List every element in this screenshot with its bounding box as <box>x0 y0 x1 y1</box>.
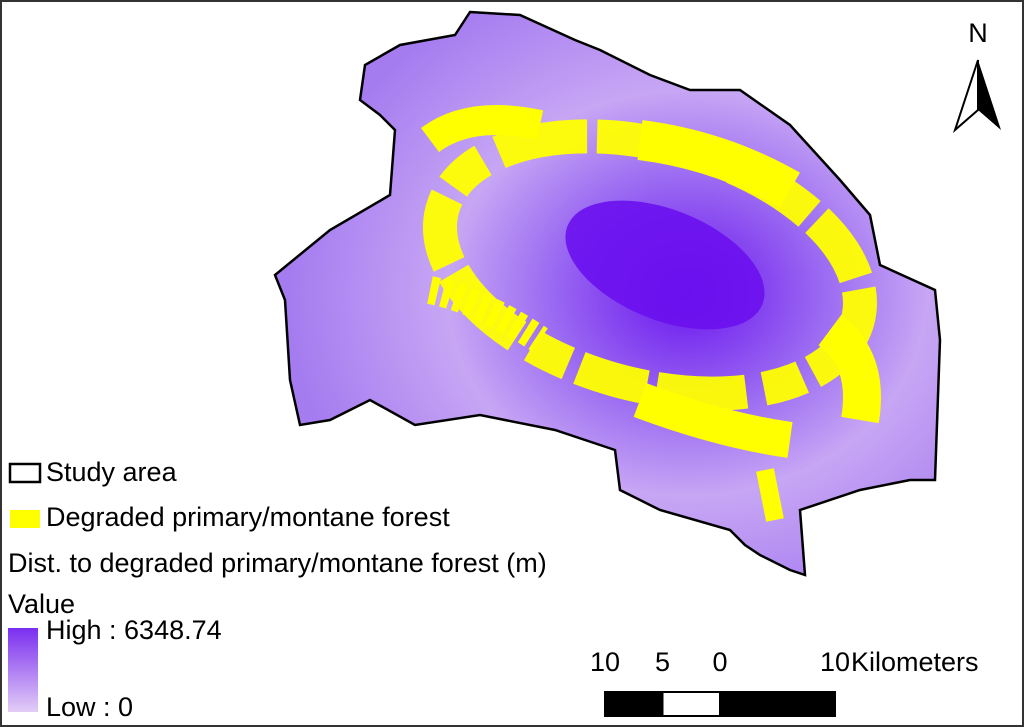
scale-bar: 10 5 0 10 Kilometers <box>590 647 979 717</box>
scale-label: 10 <box>820 647 850 677</box>
legend-ramp <box>8 628 38 712</box>
north-label: N <box>968 18 988 48</box>
legend-low: Low : 0 <box>46 692 133 722</box>
scale-label: 5 <box>655 647 670 677</box>
north-arrow <box>952 59 1001 134</box>
scale-label: 0 <box>712 647 727 677</box>
degraded-forest <box>421 105 881 522</box>
legend-label: Study area <box>46 457 178 487</box>
scale-unit: Kilometers <box>851 647 979 677</box>
scale-segment <box>604 691 664 717</box>
legend-swatch <box>10 510 40 528</box>
scale-segment <box>661 691 721 717</box>
legend-field: Value <box>8 589 75 619</box>
scale-label: 10 <box>590 647 620 677</box>
legend-label: Degraded primary/montane forest <box>46 502 450 532</box>
legend-layer-title: Dist. to degraded primary/montane forest… <box>8 548 547 578</box>
legend-high: High : 6348.74 <box>46 615 222 645</box>
scale-segment <box>719 691 836 717</box>
legend-swatch <box>8 462 42 484</box>
distance-core <box>565 200 765 330</box>
